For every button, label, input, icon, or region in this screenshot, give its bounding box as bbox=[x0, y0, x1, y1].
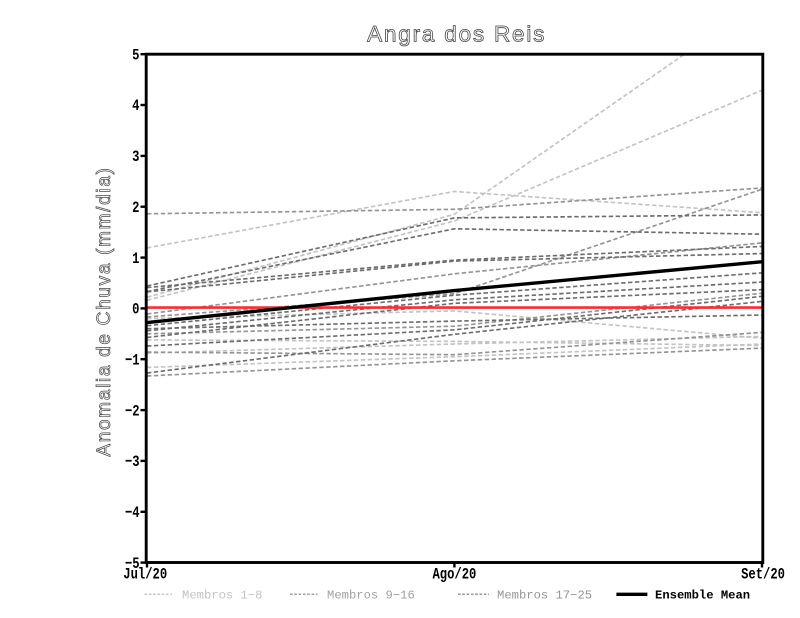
svg-text:2: 2 bbox=[132, 200, 139, 218]
svg-text:−3: −3 bbox=[125, 454, 140, 472]
svg-text:−1: −1 bbox=[125, 352, 140, 370]
svg-text:Ensemble Mean: Ensemble Mean bbox=[655, 589, 750, 603]
svg-text:Anomalia de Chuva (mm/dia): Anomalia de Chuva (mm/dia) bbox=[94, 166, 115, 456]
svg-text:0: 0 bbox=[132, 301, 139, 319]
svg-text:5: 5 bbox=[132, 47, 139, 65]
svg-text:Ago/20: Ago/20 bbox=[432, 566, 476, 584]
svg-text:Jul/20: Jul/20 bbox=[123, 566, 167, 584]
svg-text:Set/20: Set/20 bbox=[741, 566, 785, 584]
svg-text:Angra dos Reis: Angra dos Reis bbox=[367, 22, 546, 47]
svg-text:Membros 17−25: Membros 17−25 bbox=[497, 589, 592, 603]
svg-text:4: 4 bbox=[132, 98, 140, 116]
svg-text:3: 3 bbox=[132, 149, 139, 167]
svg-text:−4: −4 bbox=[125, 505, 140, 523]
svg-text:−5: −5 bbox=[125, 555, 140, 573]
svg-text:Membros 9−16: Membros 9−16 bbox=[327, 589, 415, 603]
svg-text:−2: −2 bbox=[125, 403, 140, 421]
svg-text:Membros 1−8: Membros 1−8 bbox=[182, 589, 262, 603]
svg-text:1: 1 bbox=[132, 250, 139, 268]
